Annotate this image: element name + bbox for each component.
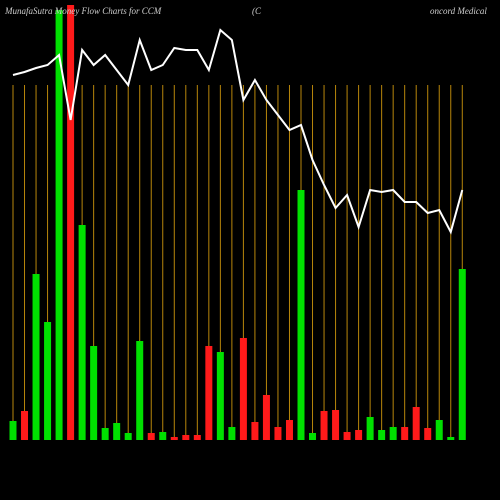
bar [435, 420, 443, 440]
bar [297, 190, 305, 440]
bar [274, 427, 282, 440]
bar [228, 427, 236, 440]
bar [447, 437, 455, 440]
chart-title-mid: (C [252, 6, 262, 16]
bar [401, 427, 409, 440]
bar [355, 430, 363, 440]
bar [216, 352, 224, 440]
chart-title: MunafaSutra Money Flow Charts for CCM [4, 6, 162, 16]
bar [147, 433, 155, 440]
bar [124, 433, 132, 440]
bar [90, 346, 98, 440]
bar [285, 420, 293, 440]
bar [424, 428, 432, 440]
bar [205, 346, 213, 440]
bar [309, 433, 317, 440]
bar [262, 395, 270, 440]
bar [9, 421, 17, 440]
bar [32, 274, 40, 440]
bar [159, 432, 167, 440]
bar [101, 428, 109, 440]
bar [170, 437, 178, 440]
bar [389, 427, 397, 440]
bar [239, 338, 247, 440]
bar [458, 269, 466, 440]
bar [412, 407, 420, 440]
price-line [12, 28, 464, 235]
bar [136, 341, 144, 440]
bar [182, 435, 190, 440]
bar [366, 417, 374, 440]
bar [78, 225, 86, 440]
bar [320, 411, 328, 440]
bar [21, 411, 29, 440]
bar [251, 422, 259, 440]
bar [44, 322, 52, 440]
bar [332, 410, 340, 440]
bar [343, 432, 351, 440]
bar [193, 435, 201, 440]
bar [55, 10, 63, 440]
bar [67, 5, 75, 440]
chart-title-right: oncord Medical [430, 6, 487, 16]
bar [113, 423, 121, 440]
bar [378, 430, 386, 440]
